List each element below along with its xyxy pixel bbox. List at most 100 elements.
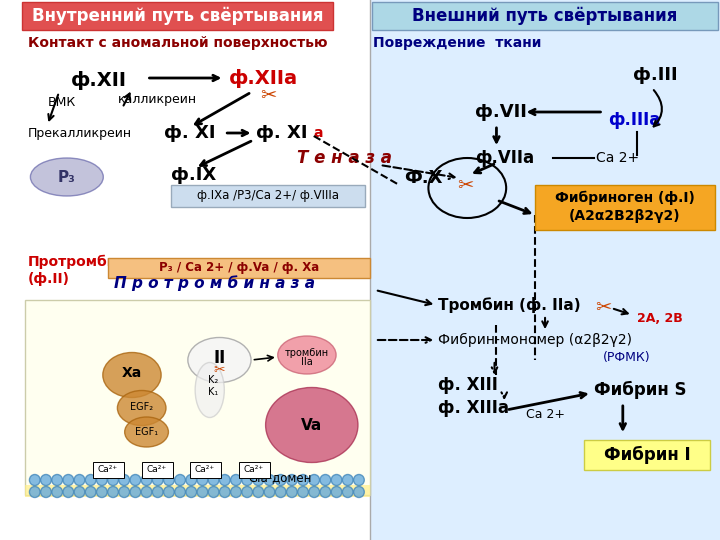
Ellipse shape xyxy=(320,475,330,485)
Text: тромбин: тромбин xyxy=(285,348,329,358)
Ellipse shape xyxy=(108,487,118,497)
Ellipse shape xyxy=(96,487,107,497)
Text: Фибрин I: Фибрин I xyxy=(604,446,690,464)
Ellipse shape xyxy=(230,487,241,497)
Text: P₃: P₃ xyxy=(58,170,76,185)
FancyBboxPatch shape xyxy=(25,485,370,497)
Ellipse shape xyxy=(264,487,275,497)
Ellipse shape xyxy=(309,487,320,497)
Ellipse shape xyxy=(30,487,40,497)
Ellipse shape xyxy=(153,475,163,485)
FancyBboxPatch shape xyxy=(25,300,370,495)
Text: Фибрин-мономер (α2β2γ2): Фибрин-мономер (α2β2γ2) xyxy=(438,333,632,347)
Ellipse shape xyxy=(266,388,358,462)
Text: Ca²⁺: Ca²⁺ xyxy=(146,465,166,475)
Ellipse shape xyxy=(40,475,51,485)
Ellipse shape xyxy=(297,487,308,497)
Ellipse shape xyxy=(242,487,253,497)
Ellipse shape xyxy=(86,475,96,485)
Text: ф. XI: ф. XI xyxy=(164,124,215,142)
Ellipse shape xyxy=(108,475,118,485)
Text: ф. XIII: ф. XIII xyxy=(438,376,498,394)
Ellipse shape xyxy=(275,475,286,485)
Ellipse shape xyxy=(208,475,219,485)
Ellipse shape xyxy=(275,487,286,497)
Ellipse shape xyxy=(220,475,230,485)
Text: Ca 2+: Ca 2+ xyxy=(595,151,639,165)
Text: ✂: ✂ xyxy=(595,299,611,318)
Ellipse shape xyxy=(278,336,336,374)
Ellipse shape xyxy=(125,417,168,447)
FancyBboxPatch shape xyxy=(22,2,333,30)
Text: Т е н а з а: Т е н а з а xyxy=(297,149,392,167)
Ellipse shape xyxy=(74,475,85,485)
Ellipse shape xyxy=(195,362,225,417)
Ellipse shape xyxy=(287,475,297,485)
Ellipse shape xyxy=(141,487,152,497)
Ellipse shape xyxy=(130,487,140,497)
Ellipse shape xyxy=(74,487,85,497)
Ellipse shape xyxy=(253,487,264,497)
Ellipse shape xyxy=(220,487,230,497)
Text: K₁: K₁ xyxy=(207,387,217,397)
Text: ✂: ✂ xyxy=(214,363,225,377)
Ellipse shape xyxy=(331,487,342,497)
Text: ✂: ✂ xyxy=(457,176,474,194)
Ellipse shape xyxy=(230,475,241,485)
Ellipse shape xyxy=(343,487,353,497)
Text: Повреждение  ткани: Повреждение ткани xyxy=(374,36,541,50)
Text: ф.VIIа: ф.VIIа xyxy=(475,149,534,167)
Ellipse shape xyxy=(103,353,161,397)
FancyBboxPatch shape xyxy=(536,185,715,230)
Text: Ф.X: Ф.X xyxy=(404,169,443,187)
Text: EGF₁: EGF₁ xyxy=(135,427,158,437)
FancyBboxPatch shape xyxy=(93,462,124,478)
Text: K₂: K₂ xyxy=(207,375,217,385)
Ellipse shape xyxy=(175,475,186,485)
FancyBboxPatch shape xyxy=(584,440,711,470)
Ellipse shape xyxy=(117,390,166,426)
Text: Ca 2+: Ca 2+ xyxy=(526,408,564,422)
Text: EGF₂: EGF₂ xyxy=(130,402,153,412)
Ellipse shape xyxy=(30,475,40,485)
Text: ф.IIIа: ф.IIIа xyxy=(608,111,661,129)
Text: Внутренний путь свёртывания: Внутренний путь свёртывания xyxy=(32,7,323,25)
Ellipse shape xyxy=(40,487,51,497)
Text: ф. XIIIа: ф. XIIIа xyxy=(438,399,509,417)
Ellipse shape xyxy=(343,475,353,485)
Text: Фибриноген (ф.I)
(А2α2В2β2γ2): Фибриноген (ф.I) (А2α2В2β2γ2) xyxy=(555,191,695,224)
Text: Внешний путь свёртывания: Внешний путь свёртывания xyxy=(413,7,678,25)
FancyBboxPatch shape xyxy=(20,0,370,540)
Ellipse shape xyxy=(63,487,73,497)
Ellipse shape xyxy=(130,475,140,485)
Text: ф. XI: ф. XI xyxy=(256,124,308,142)
Text: Ca²⁺: Ca²⁺ xyxy=(243,465,264,475)
Text: калликреин: калликреин xyxy=(117,93,197,106)
Ellipse shape xyxy=(331,475,342,485)
Text: а: а xyxy=(314,126,323,140)
FancyBboxPatch shape xyxy=(190,462,221,478)
Ellipse shape xyxy=(30,158,103,196)
FancyBboxPatch shape xyxy=(142,462,173,478)
Ellipse shape xyxy=(309,475,320,485)
Ellipse shape xyxy=(63,475,73,485)
Text: Протромбин
(ф.II): Протромбин (ф.II) xyxy=(28,254,127,286)
Ellipse shape xyxy=(186,487,197,497)
Text: ф.XII: ф.XII xyxy=(71,71,127,90)
Text: (РФМК): (РФМК) xyxy=(603,352,651,365)
Ellipse shape xyxy=(242,475,253,485)
Ellipse shape xyxy=(264,475,275,485)
Ellipse shape xyxy=(86,487,96,497)
FancyBboxPatch shape xyxy=(370,0,720,540)
Text: Gla-домен: Gla-домен xyxy=(248,471,312,484)
Ellipse shape xyxy=(96,475,107,485)
Ellipse shape xyxy=(320,487,330,497)
Ellipse shape xyxy=(52,475,63,485)
Ellipse shape xyxy=(253,475,264,485)
Ellipse shape xyxy=(297,475,308,485)
Text: ф.III: ф.III xyxy=(633,66,677,84)
Ellipse shape xyxy=(163,475,174,485)
Ellipse shape xyxy=(175,487,186,497)
Ellipse shape xyxy=(208,487,219,497)
Ellipse shape xyxy=(163,487,174,497)
